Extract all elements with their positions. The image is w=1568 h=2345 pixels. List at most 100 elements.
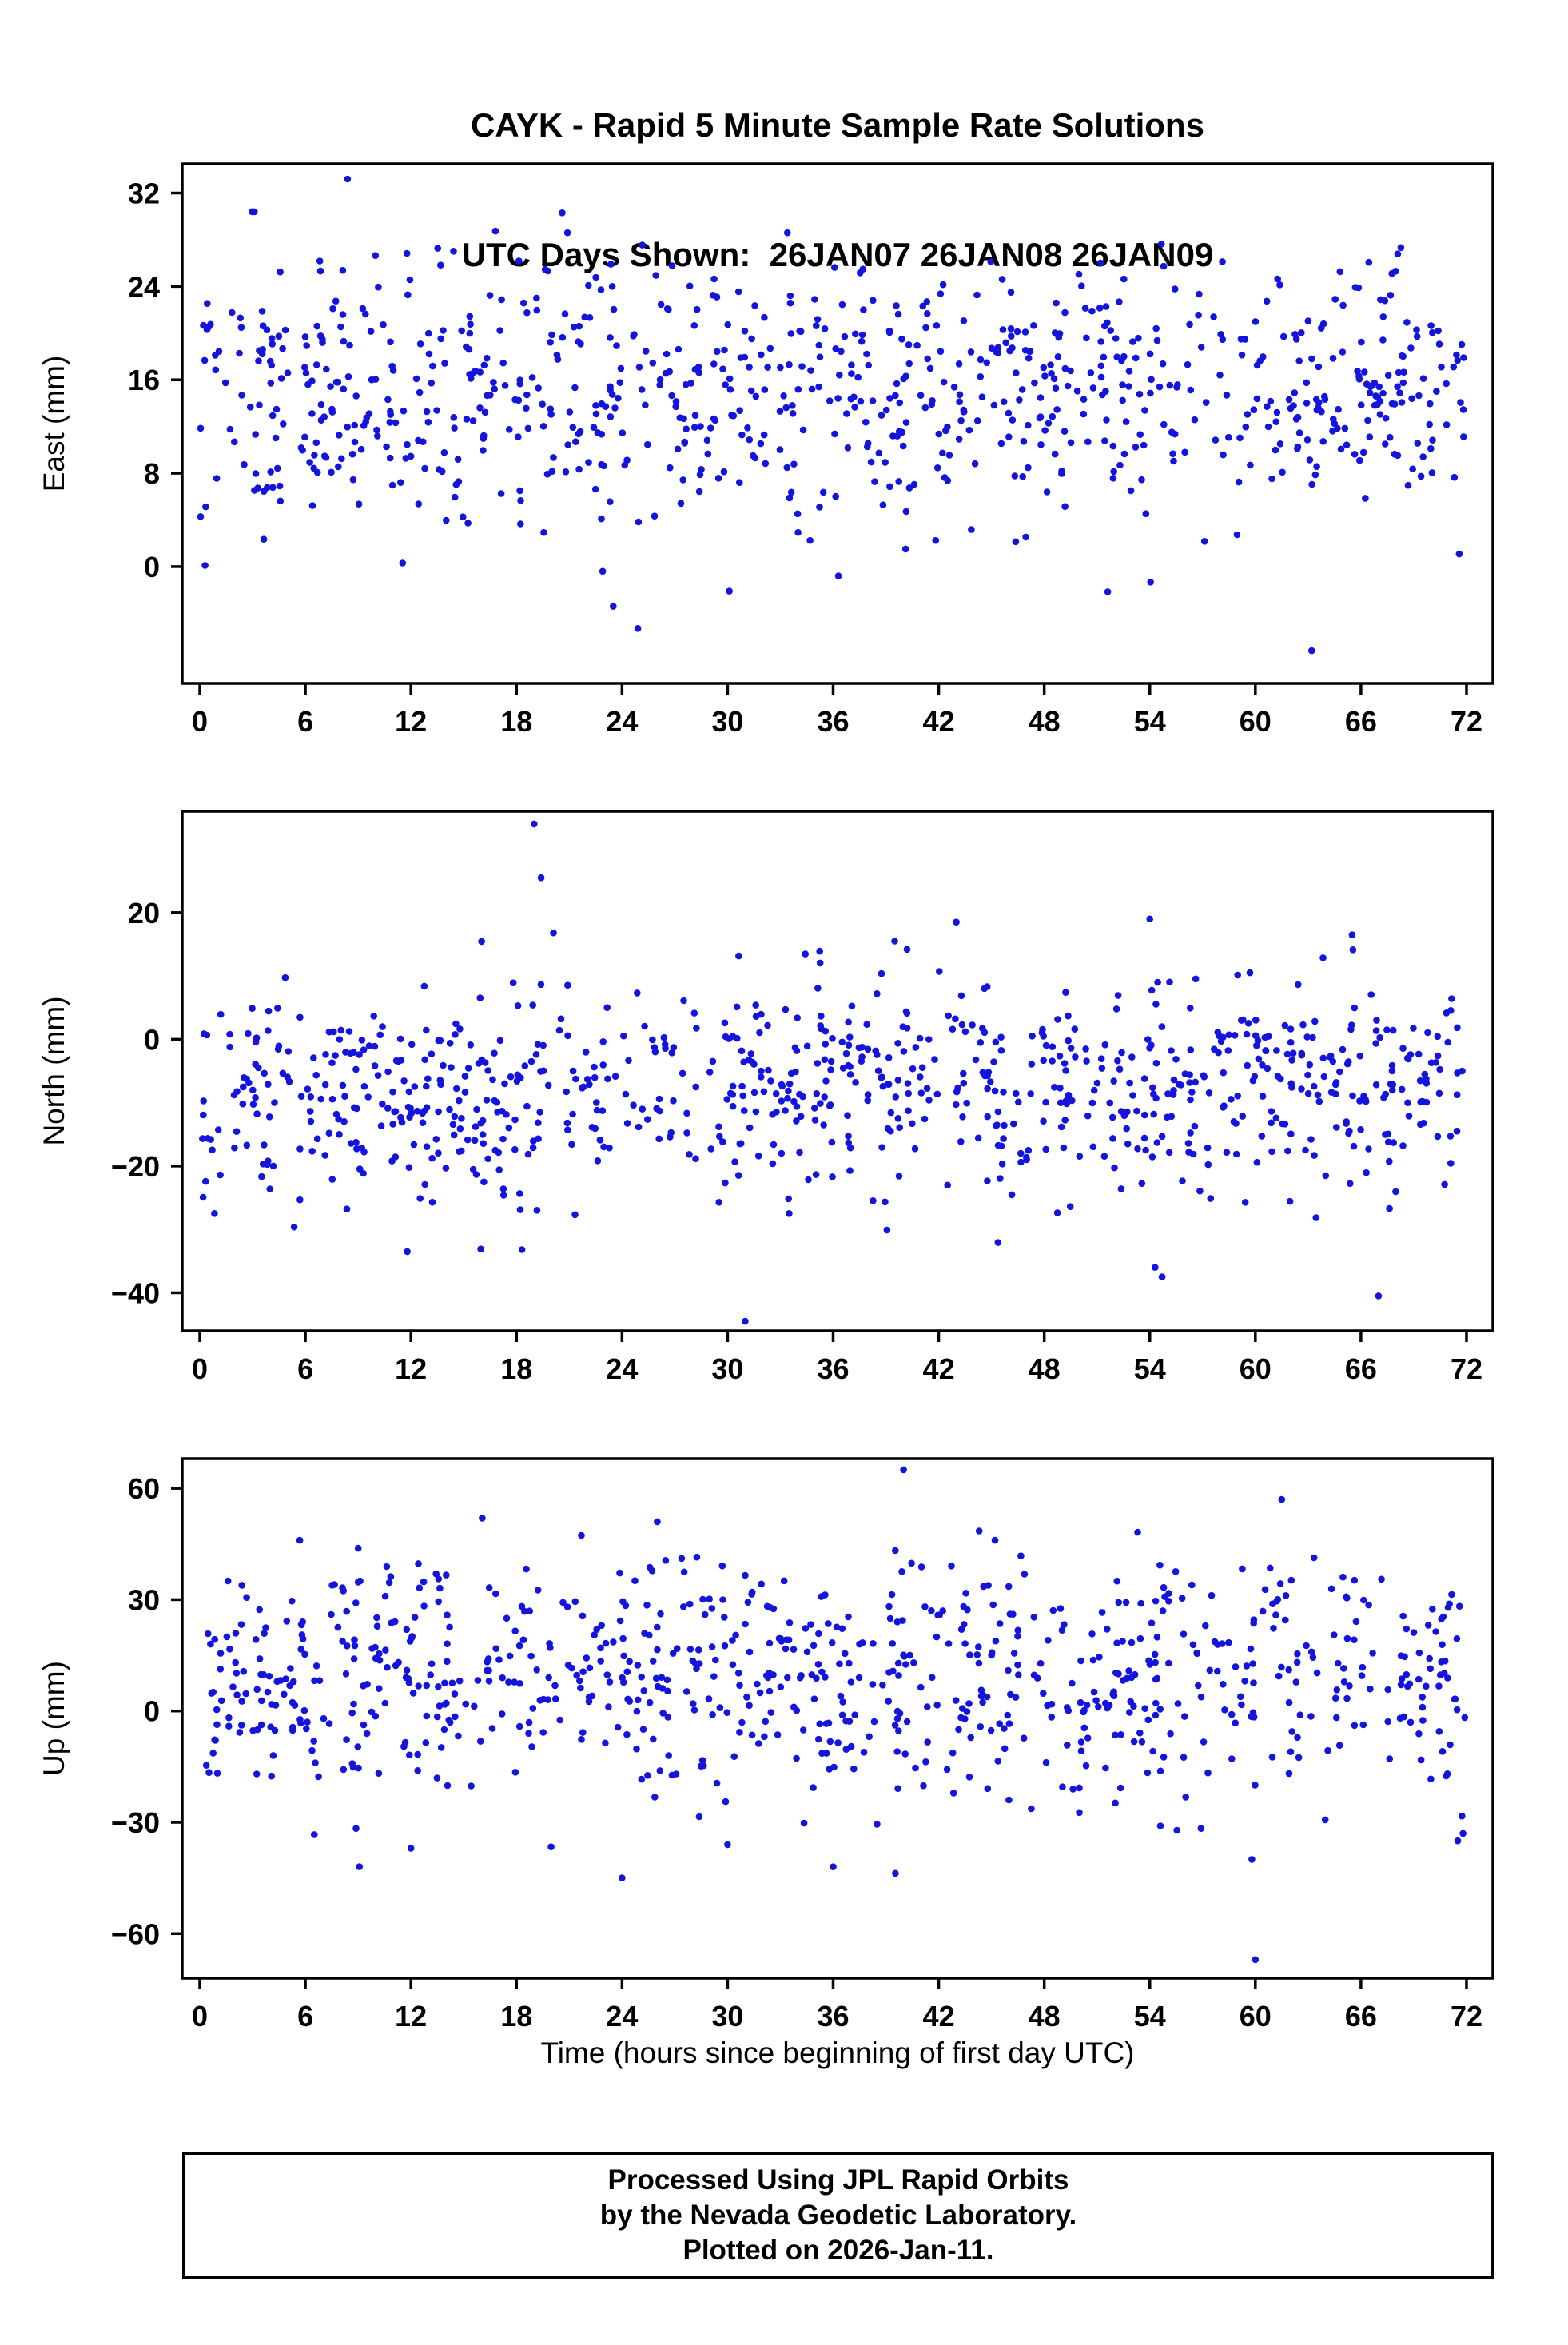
scatter-point [1204, 1769, 1212, 1777]
scatter-point [1069, 1786, 1077, 1793]
scatter-point [1291, 331, 1299, 338]
scatter-point [893, 1748, 901, 1755]
scatter-point [922, 1758, 929, 1766]
scatter-point [984, 1085, 991, 1093]
scatter-point [539, 1729, 547, 1736]
scatter-point [1120, 275, 1128, 283]
scatter-point [1384, 1718, 1391, 1726]
scatter-point [1205, 1089, 1213, 1097]
scatter-point [646, 1698, 654, 1706]
scatter-point [237, 1621, 245, 1628]
scatter-point [359, 305, 367, 313]
scatter-point [499, 1135, 507, 1143]
scatter-point [787, 330, 795, 337]
scatter-point [1444, 1603, 1452, 1611]
scatter-point [1405, 1113, 1413, 1120]
scatter-point [406, 1751, 413, 1759]
scatter-point [670, 1044, 678, 1051]
scatter-point [1146, 1045, 1153, 1052]
scatter-point [515, 433, 522, 440]
scatter-point [616, 1617, 624, 1625]
scatter-point [349, 1763, 357, 1771]
scatter-point [774, 1731, 782, 1738]
scatter-point [746, 1124, 754, 1132]
scatter-point [597, 1644, 604, 1652]
scatter-point [1013, 369, 1020, 376]
scatter-point [698, 466, 705, 473]
scatter-point [491, 1146, 499, 1154]
scatter-point [450, 248, 457, 255]
scatter-point [1127, 487, 1135, 495]
scatter-point [1343, 441, 1351, 448]
scatter-point [573, 1671, 580, 1679]
scatter-point [490, 379, 497, 386]
scatter-point [232, 1630, 240, 1637]
scatter-point [653, 1105, 660, 1113]
scatter-point [237, 314, 245, 322]
scatter-point [1144, 1769, 1152, 1777]
scatter-point [969, 1021, 976, 1029]
scatter-point [1400, 368, 1407, 376]
scatter-point [1149, 1747, 1156, 1755]
scatter-point [1272, 418, 1280, 425]
scatter-point [965, 1700, 973, 1707]
scatter-point [620, 1652, 627, 1660]
scatter-point [758, 351, 765, 359]
scatter-point [525, 1718, 533, 1726]
scatter-point [1109, 1135, 1116, 1142]
scatter-point-outlier [599, 567, 607, 575]
scatter-point [743, 1694, 750, 1701]
scatter-point [848, 1002, 856, 1010]
scatter-point [428, 1154, 436, 1162]
scatter-point [997, 1033, 1005, 1041]
scatter-point [414, 1767, 421, 1774]
scatter-point-outlier [1278, 1495, 1286, 1503]
scatter-point [1304, 1071, 1311, 1079]
scatter-point [900, 1048, 908, 1055]
scatter-point [1101, 322, 1108, 330]
scatter-point [1439, 1641, 1446, 1648]
scatter-point [680, 1568, 688, 1576]
scatter-point [1273, 1047, 1280, 1054]
scatter-point [1273, 1597, 1281, 1605]
scatter-point [535, 384, 542, 392]
scatter-point [340, 1587, 348, 1595]
scatter-point [955, 436, 963, 443]
scatter-point [1319, 1054, 1327, 1062]
scatter-point [437, 261, 444, 269]
scatter-point [831, 264, 838, 271]
scatter-point [1276, 440, 1284, 448]
scatter-point [1443, 421, 1451, 428]
scatter-point [623, 1120, 631, 1127]
scatter-point [1321, 396, 1329, 404]
scatter-point [1256, 357, 1264, 364]
footer-box: Processed Using JPL Rapid Orbits by the … [182, 2152, 1494, 2279]
scatter-point [1415, 1649, 1423, 1657]
scatter-point [440, 1061, 447, 1069]
scatter-point [563, 1603, 571, 1610]
scatter-point [499, 1674, 506, 1682]
scatter-point [884, 1125, 892, 1133]
scatter-point [519, 1636, 527, 1643]
scatter-point [984, 1785, 992, 1793]
scatter-point [396, 1035, 404, 1043]
scatter-point [316, 257, 324, 265]
scatter-point [344, 373, 352, 380]
scatter-point [1255, 1055, 1263, 1063]
scatter-point [604, 1075, 611, 1083]
scatter-point [622, 1090, 630, 1098]
scatter-point [428, 1660, 436, 1667]
scatter-point [252, 1094, 259, 1101]
scatter-point [1002, 339, 1009, 347]
scatter-point [756, 1689, 764, 1697]
scatter-point [360, 1149, 368, 1156]
scatter-point [616, 1569, 623, 1577]
scatter-point [1188, 1581, 1196, 1589]
scatter-point [961, 1640, 969, 1647]
scatter-point [1152, 324, 1160, 332]
scatter-point [208, 1690, 216, 1697]
scatter-point [867, 458, 875, 466]
scatter-point [905, 341, 913, 348]
scatter-point [758, 1073, 765, 1081]
scatter-point [327, 383, 334, 390]
